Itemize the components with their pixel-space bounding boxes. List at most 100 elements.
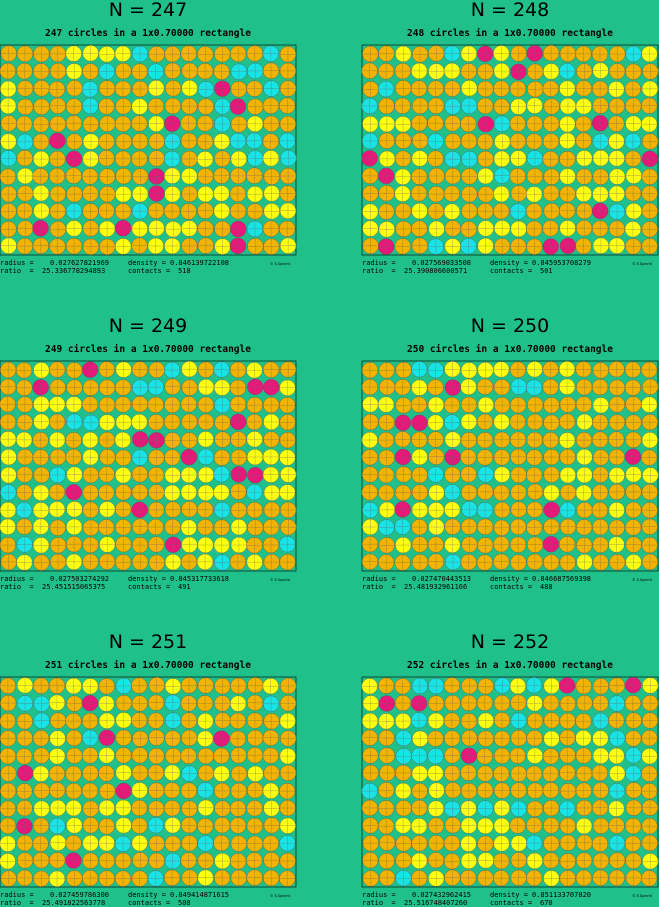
container-rect — [361, 676, 659, 888]
contact-lines — [591, 431, 609, 448]
contact-lines — [247, 677, 264, 694]
contact-lines — [558, 378, 576, 395]
contact-lines — [543, 448, 560, 466]
contact-lines — [559, 853, 576, 870]
contact-lines — [114, 870, 132, 887]
contact-lines — [362, 835, 379, 852]
contact-lines — [427, 553, 445, 570]
contact-lines — [115, 519, 132, 536]
contact-lines — [477, 869, 494, 887]
contact-lines — [510, 518, 527, 536]
contact-lines — [527, 63, 544, 80]
contact-lines — [576, 220, 593, 237]
contact-lines — [131, 466, 149, 483]
contact-lines — [361, 799, 378, 817]
contact-lines — [180, 677, 198, 694]
contact-lines — [163, 361, 181, 379]
contact-lines — [394, 694, 412, 712]
contact-lines — [279, 132, 296, 150]
contact-lines — [362, 852, 379, 869]
contact-lines — [493, 466, 511, 483]
contact-lines — [131, 518, 149, 535]
contact-lines — [132, 168, 149, 185]
contact-lines — [427, 765, 444, 782]
contact-lines — [48, 870, 66, 887]
contact-lines — [460, 413, 477, 430]
contact-lines — [180, 695, 197, 712]
contact-lines — [493, 80, 510, 97]
contact-lines — [65, 167, 82, 184]
contact-lines — [181, 501, 198, 518]
contact-lines — [263, 484, 281, 501]
contact-lines — [0, 237, 17, 254]
contact-lines — [411, 501, 429, 519]
contact-lines — [378, 45, 395, 62]
contact-lines — [510, 238, 527, 255]
contact-lines — [641, 712, 659, 729]
contact-lines — [575, 45, 592, 63]
contact-lines — [246, 185, 264, 203]
contact-lines — [66, 870, 83, 887]
contact-lines — [164, 852, 181, 870]
contact-lines — [32, 518, 49, 535]
contact-lines — [48, 167, 66, 185]
contact-lines — [625, 431, 642, 448]
contact-lines — [641, 396, 658, 413]
contact-lines — [559, 80, 576, 97]
contact-lines — [510, 782, 527, 799]
contact-lines — [246, 817, 263, 835]
contact-lines — [559, 747, 576, 764]
contact-lines — [147, 518, 164, 536]
contact-lines — [395, 536, 412, 554]
container-rect — [361, 44, 659, 256]
contact-lines — [444, 869, 461, 886]
contact-lines — [575, 185, 593, 202]
contact-lines — [559, 764, 576, 781]
contact-lines — [361, 466, 379, 483]
contact-lines — [147, 817, 165, 834]
contact-lines — [279, 432, 296, 449]
contact-lines — [361, 132, 379, 150]
value: 25.516748407260 — [404, 899, 467, 907]
contact-lines — [493, 203, 510, 220]
contact-lines — [33, 396, 50, 413]
contact-lines — [262, 782, 279, 799]
contact-lines — [279, 783, 296, 800]
contact-lines — [99, 448, 116, 466]
contact-lines — [65, 98, 83, 115]
contact-lines — [493, 62, 510, 80]
contact-lines — [165, 747, 182, 765]
contact-lines — [361, 431, 378, 449]
contact-lines — [542, 765, 559, 782]
contact-lines — [246, 448, 264, 466]
contact-lines — [246, 220, 264, 238]
contact-lines — [543, 518, 560, 535]
contact-lines — [98, 870, 115, 887]
contact-lines — [0, 185, 17, 203]
contact-lines — [476, 748, 493, 765]
contact-lines — [0, 378, 17, 395]
contact-lines — [624, 448, 642, 465]
contact-lines — [181, 379, 198, 396]
contact-lines — [65, 202, 83, 220]
contact-lines — [559, 413, 576, 430]
contact-lines — [609, 554, 626, 571]
contact-lines — [32, 817, 50, 834]
contact-lines — [82, 449, 99, 466]
contact-lines — [131, 835, 148, 852]
contact-lines — [214, 712, 231, 729]
contact-lines — [247, 238, 264, 255]
contact-lines — [427, 80, 444, 97]
contact-lines — [230, 431, 247, 448]
contact-lines — [196, 151, 214, 168]
contact-lines — [559, 151, 576, 168]
contact-lines — [33, 466, 50, 484]
contact-lines — [262, 150, 280, 167]
contact-lines — [0, 782, 17, 800]
contact-lines — [213, 466, 230, 483]
contact-lines — [460, 466, 477, 483]
contact-lines — [16, 783, 33, 800]
contact-lines — [230, 519, 247, 536]
contact-lines — [461, 536, 478, 553]
contact-lines — [17, 185, 34, 202]
